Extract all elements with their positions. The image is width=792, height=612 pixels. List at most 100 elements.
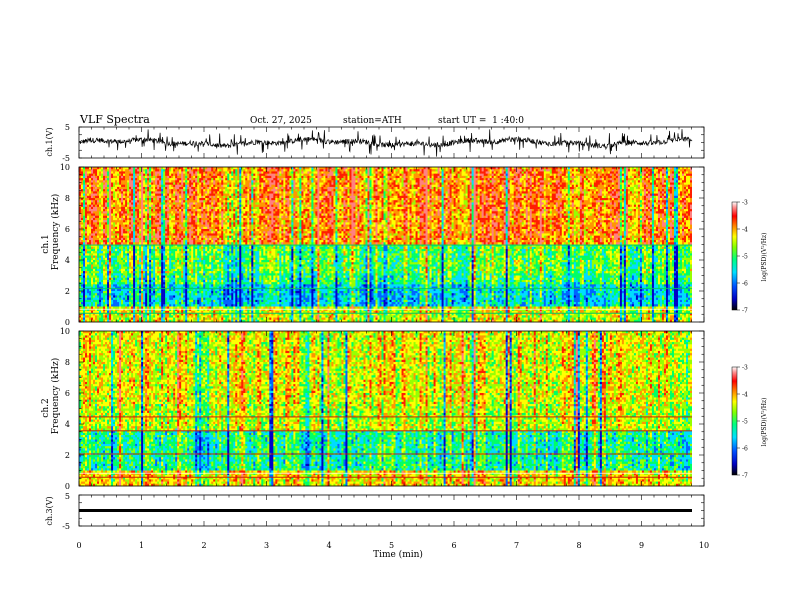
spectrogram-cell bbox=[311, 200, 314, 203]
spectrogram-cell bbox=[567, 173, 571, 177]
spectrogram-cell bbox=[615, 189, 619, 192]
spectrogram-cell bbox=[405, 178, 408, 181]
spectrogram-cell bbox=[245, 184, 248, 188]
spectrogram-cell bbox=[607, 169, 611, 172]
spectrogram-cell bbox=[663, 169, 667, 172]
spectrogram-cell bbox=[673, 184, 677, 188]
spectrogram-cell bbox=[597, 193, 601, 197]
spectrogram-cell bbox=[329, 180, 332, 183]
spectrogram-cell bbox=[461, 200, 464, 203]
spectrogram-cell bbox=[557, 189, 561, 192]
spectrogram-cell bbox=[269, 182, 272, 186]
spectrogram-cell bbox=[129, 180, 132, 183]
spectrogram-cell bbox=[141, 178, 144, 181]
spectrogram-cell bbox=[159, 186, 162, 190]
spectrogram-cell bbox=[501, 184, 504, 188]
spectrogram-cell bbox=[537, 193, 541, 197]
spectrogram-cell bbox=[615, 175, 619, 179]
spectrogram-cell bbox=[161, 167, 164, 170]
ch1-ticks bbox=[78, 126, 705, 159]
spectrogram-cell bbox=[395, 173, 398, 177]
spectrogram-cell bbox=[117, 178, 120, 181]
spectrogram-cell bbox=[323, 189, 326, 192]
spectrogram-cell bbox=[169, 195, 172, 199]
spectrogram-cell bbox=[451, 189, 454, 192]
spectrogram-cell bbox=[519, 191, 523, 194]
spectrogram-cell bbox=[309, 173, 312, 177]
spectrogram-cell bbox=[393, 169, 396, 172]
spectrogram-cell bbox=[573, 167, 577, 170]
spectrogram-cell bbox=[461, 167, 464, 170]
spectrogram-cell bbox=[641, 186, 645, 190]
spectrogram-cell bbox=[535, 178, 539, 181]
spectrogram-cell bbox=[243, 178, 246, 181]
spectrogram-cell bbox=[193, 175, 196, 179]
spectrogram-cell bbox=[301, 191, 304, 194]
spectrogram-cell bbox=[115, 169, 118, 172]
spectrogram-cell bbox=[279, 189, 282, 192]
spectrogram-cell bbox=[611, 186, 615, 190]
spectrogram-cell bbox=[79, 184, 82, 188]
spectrogram-cell bbox=[315, 198, 318, 201]
spectrogram-cell bbox=[599, 180, 603, 183]
spectrogram-cell bbox=[235, 186, 238, 190]
spectrogram-cell bbox=[289, 182, 292, 186]
spectrogram-cell bbox=[673, 171, 677, 174]
spectrogram-cell bbox=[139, 189, 142, 192]
spectrogram-cell bbox=[293, 200, 296, 203]
spectrogram-cell bbox=[337, 195, 340, 199]
spectrogram-cell bbox=[655, 193, 659, 197]
spectrogram-cell bbox=[317, 193, 320, 197]
spectrogram-cell bbox=[267, 173, 270, 177]
spectrogram-cell bbox=[373, 175, 376, 179]
spectrogram-cell bbox=[263, 173, 266, 177]
spectrogram-cell bbox=[287, 191, 290, 194]
spectrogram-cell bbox=[377, 180, 380, 183]
spectrogram-cell bbox=[137, 186, 140, 190]
spectrogram-cell bbox=[313, 193, 316, 197]
spectrogram-cell bbox=[95, 167, 98, 170]
spectrogram-cell bbox=[445, 175, 448, 179]
spectrogram-cell bbox=[459, 169, 462, 172]
spectrogram-cell bbox=[173, 180, 176, 183]
spectrogram-cell bbox=[469, 182, 472, 186]
spectrogram-cell bbox=[89, 186, 92, 190]
spectrogram-cell bbox=[429, 167, 432, 170]
spectrogram-cell bbox=[375, 191, 378, 194]
spectrogram-cell bbox=[373, 171, 376, 174]
spectrogram-cell bbox=[547, 167, 551, 170]
spectrogram-cell bbox=[171, 195, 174, 199]
spectrogram-cell bbox=[543, 173, 547, 177]
spectrogram-cell bbox=[589, 186, 593, 190]
spectrogram-cell bbox=[517, 178, 521, 181]
spectrogram-cell bbox=[417, 191, 420, 194]
spectrogram-cell bbox=[505, 182, 508, 186]
spectrogram-cell bbox=[99, 195, 102, 199]
spectrogram-cell bbox=[663, 189, 667, 192]
spectrogram-cell bbox=[281, 173, 284, 177]
spectrogram-cell bbox=[161, 191, 164, 194]
spectrogram-cell bbox=[625, 171, 629, 174]
spectrogram-cell bbox=[625, 178, 629, 181]
spectrogram-cell bbox=[667, 191, 671, 194]
spectrogram-cell bbox=[115, 195, 118, 199]
spectrogram-cell bbox=[419, 171, 422, 174]
spectrogram-cell bbox=[377, 195, 380, 199]
spectrogram-cell bbox=[591, 186, 595, 190]
spectrogram-cell bbox=[473, 169, 476, 172]
spectrogram-cell bbox=[529, 182, 533, 186]
spectrogram-cell bbox=[631, 180, 635, 183]
spectrogram-cell bbox=[151, 184, 154, 188]
spectrogram-cell bbox=[131, 200, 134, 203]
spectrogram-cell bbox=[483, 189, 486, 192]
spectrogram-cell bbox=[437, 182, 440, 186]
spectrogram-cell bbox=[507, 184, 510, 188]
spectrogram-cell bbox=[307, 191, 310, 194]
spectrogram-cell bbox=[177, 167, 180, 170]
spectrogram-cell bbox=[333, 193, 336, 197]
spectrogram-cell bbox=[131, 169, 134, 172]
spectrogram-cell bbox=[451, 193, 454, 197]
spectrogram-cell bbox=[265, 198, 268, 201]
spectrogram-cell bbox=[429, 186, 432, 190]
spectrogram-cell bbox=[499, 184, 502, 188]
